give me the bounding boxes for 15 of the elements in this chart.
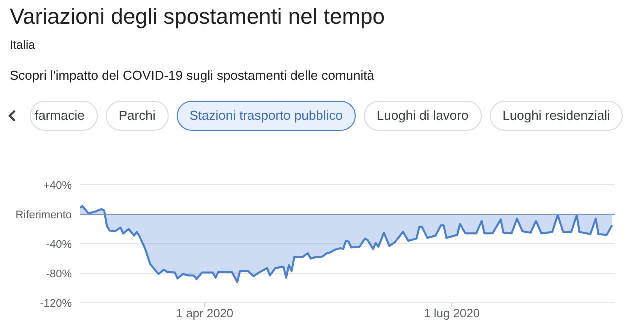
y-tick-label: +40% <box>44 180 72 192</box>
x-tick-label: 1 lug 2020 <box>424 306 480 321</box>
y-tick-label: -40% <box>46 238 72 251</box>
y-tick-label: Riferimento <box>16 209 72 222</box>
text: Luoghi di lavoro <box>364 101 482 131</box>
x-tick-label: 1 apr 2020 <box>176 306 234 321</box>
chart-title: Variazioni degli spostamenti nel tempo <box>10 4 386 30</box>
text: Parchi <box>106 101 169 131</box>
text: farmacie <box>30 101 98 131</box>
y-tick-label: -120% <box>40 298 72 310</box>
y-tick-label: -80% <box>46 268 72 280</box>
chart-subtitle: Italia <box>10 38 36 52</box>
text: Luoghi residenziali <box>490 101 624 131</box>
text: Stazioni trasporto pubblico <box>176 101 356 131</box>
text: Scopri l'impatto del COVID-19 sugli spostamenti delle comunità <box>10 68 374 83</box>
